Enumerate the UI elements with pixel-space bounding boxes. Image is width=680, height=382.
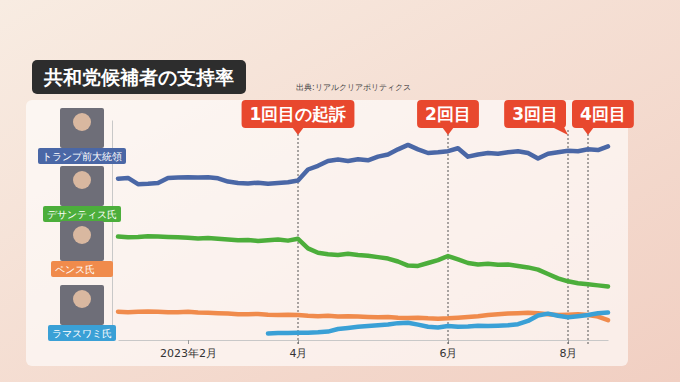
annotation-label: 4回目 <box>580 104 626 124</box>
series-line <box>118 236 608 286</box>
title-box <box>32 60 246 94</box>
annotation: 1回目の起訴 <box>242 100 355 135</box>
x-axis: 2023年2月 4月 6月 8月 <box>119 340 609 360</box>
annotation-box <box>417 100 479 128</box>
legend-swatch <box>43 206 121 222</box>
legend-swatch <box>51 261 113 277</box>
legend-item: トランプ前大統領 <box>38 108 126 164</box>
series-line <box>118 145 608 184</box>
chart-root: 共和党候補者の支持率出典:リアルクリアポリティクス 2023年2月 4月 6月 8月 1回… <box>0 0 680 382</box>
legend-item: ラマスワミ氏 <box>48 285 116 341</box>
legend: トランプ前大統領デサンティス氏ペンス氏ラマスワミ氏 <box>38 108 126 341</box>
source-note: 出典:リアルクリアポリティクス <box>296 83 411 92</box>
legend-item: ペンス氏 <box>51 221 113 277</box>
x-tick-label: 8月 <box>560 347 578 360</box>
legend-swatch <box>48 325 116 341</box>
annotation: 3回目 <box>504 100 568 135</box>
annotation-pointer <box>552 127 568 135</box>
candidate-photo-head <box>73 290 91 308</box>
legend-label: ラマスワミ氏 <box>52 328 112 339</box>
legend-item: デサンティス氏 <box>43 166 121 222</box>
candidate-photo <box>60 108 104 148</box>
x-tick-label: 6月 <box>440 347 458 360</box>
annotation: 4回目 <box>572 100 634 135</box>
x-tick-label: 2023年2月 <box>160 347 217 360</box>
x-axis-line <box>119 340 609 341</box>
x-tick: 2023年2月 <box>160 340 217 360</box>
series-line <box>268 313 608 334</box>
annotation-line <box>448 130 449 346</box>
legend-label: デサンティス氏 <box>47 209 117 220</box>
candidate-photo <box>60 221 104 261</box>
legend-swatch <box>38 148 126 164</box>
candidate-photo-head <box>73 226 91 244</box>
annotations: 1回目の起訴 2回目 3回目 4回目 <box>242 100 634 135</box>
title-group: 共和党候補者の支持率 <box>32 60 246 94</box>
x-tick-mark <box>188 340 189 344</box>
annotation-pointer <box>582 127 594 135</box>
background <box>0 0 680 382</box>
annotation-box <box>572 100 634 128</box>
annotation: 2回目 <box>417 100 479 135</box>
annotation-box <box>242 100 355 128</box>
x-tick-label: 4月 <box>290 347 308 360</box>
annotation-label: 2回目 <box>425 104 471 124</box>
chart-title: 共和党候補者の支持率 <box>43 66 234 88</box>
legend-label: ペンス氏 <box>55 264 95 275</box>
annotation-label: 3回目 <box>512 104 558 124</box>
annotation-label: 1回目の起訴 <box>250 104 347 124</box>
annotation-box <box>504 100 566 128</box>
candidate-photo-head <box>73 171 91 189</box>
annotation-pointer <box>292 127 304 135</box>
legend-label: トランプ前大統領 <box>42 151 122 162</box>
candidate-photo <box>60 285 104 325</box>
plot-lines <box>118 145 608 333</box>
plot-panel <box>26 100 628 366</box>
annotation-pointer <box>442 127 454 135</box>
candidate-photo-head <box>73 113 91 131</box>
candidate-photo <box>60 166 104 206</box>
